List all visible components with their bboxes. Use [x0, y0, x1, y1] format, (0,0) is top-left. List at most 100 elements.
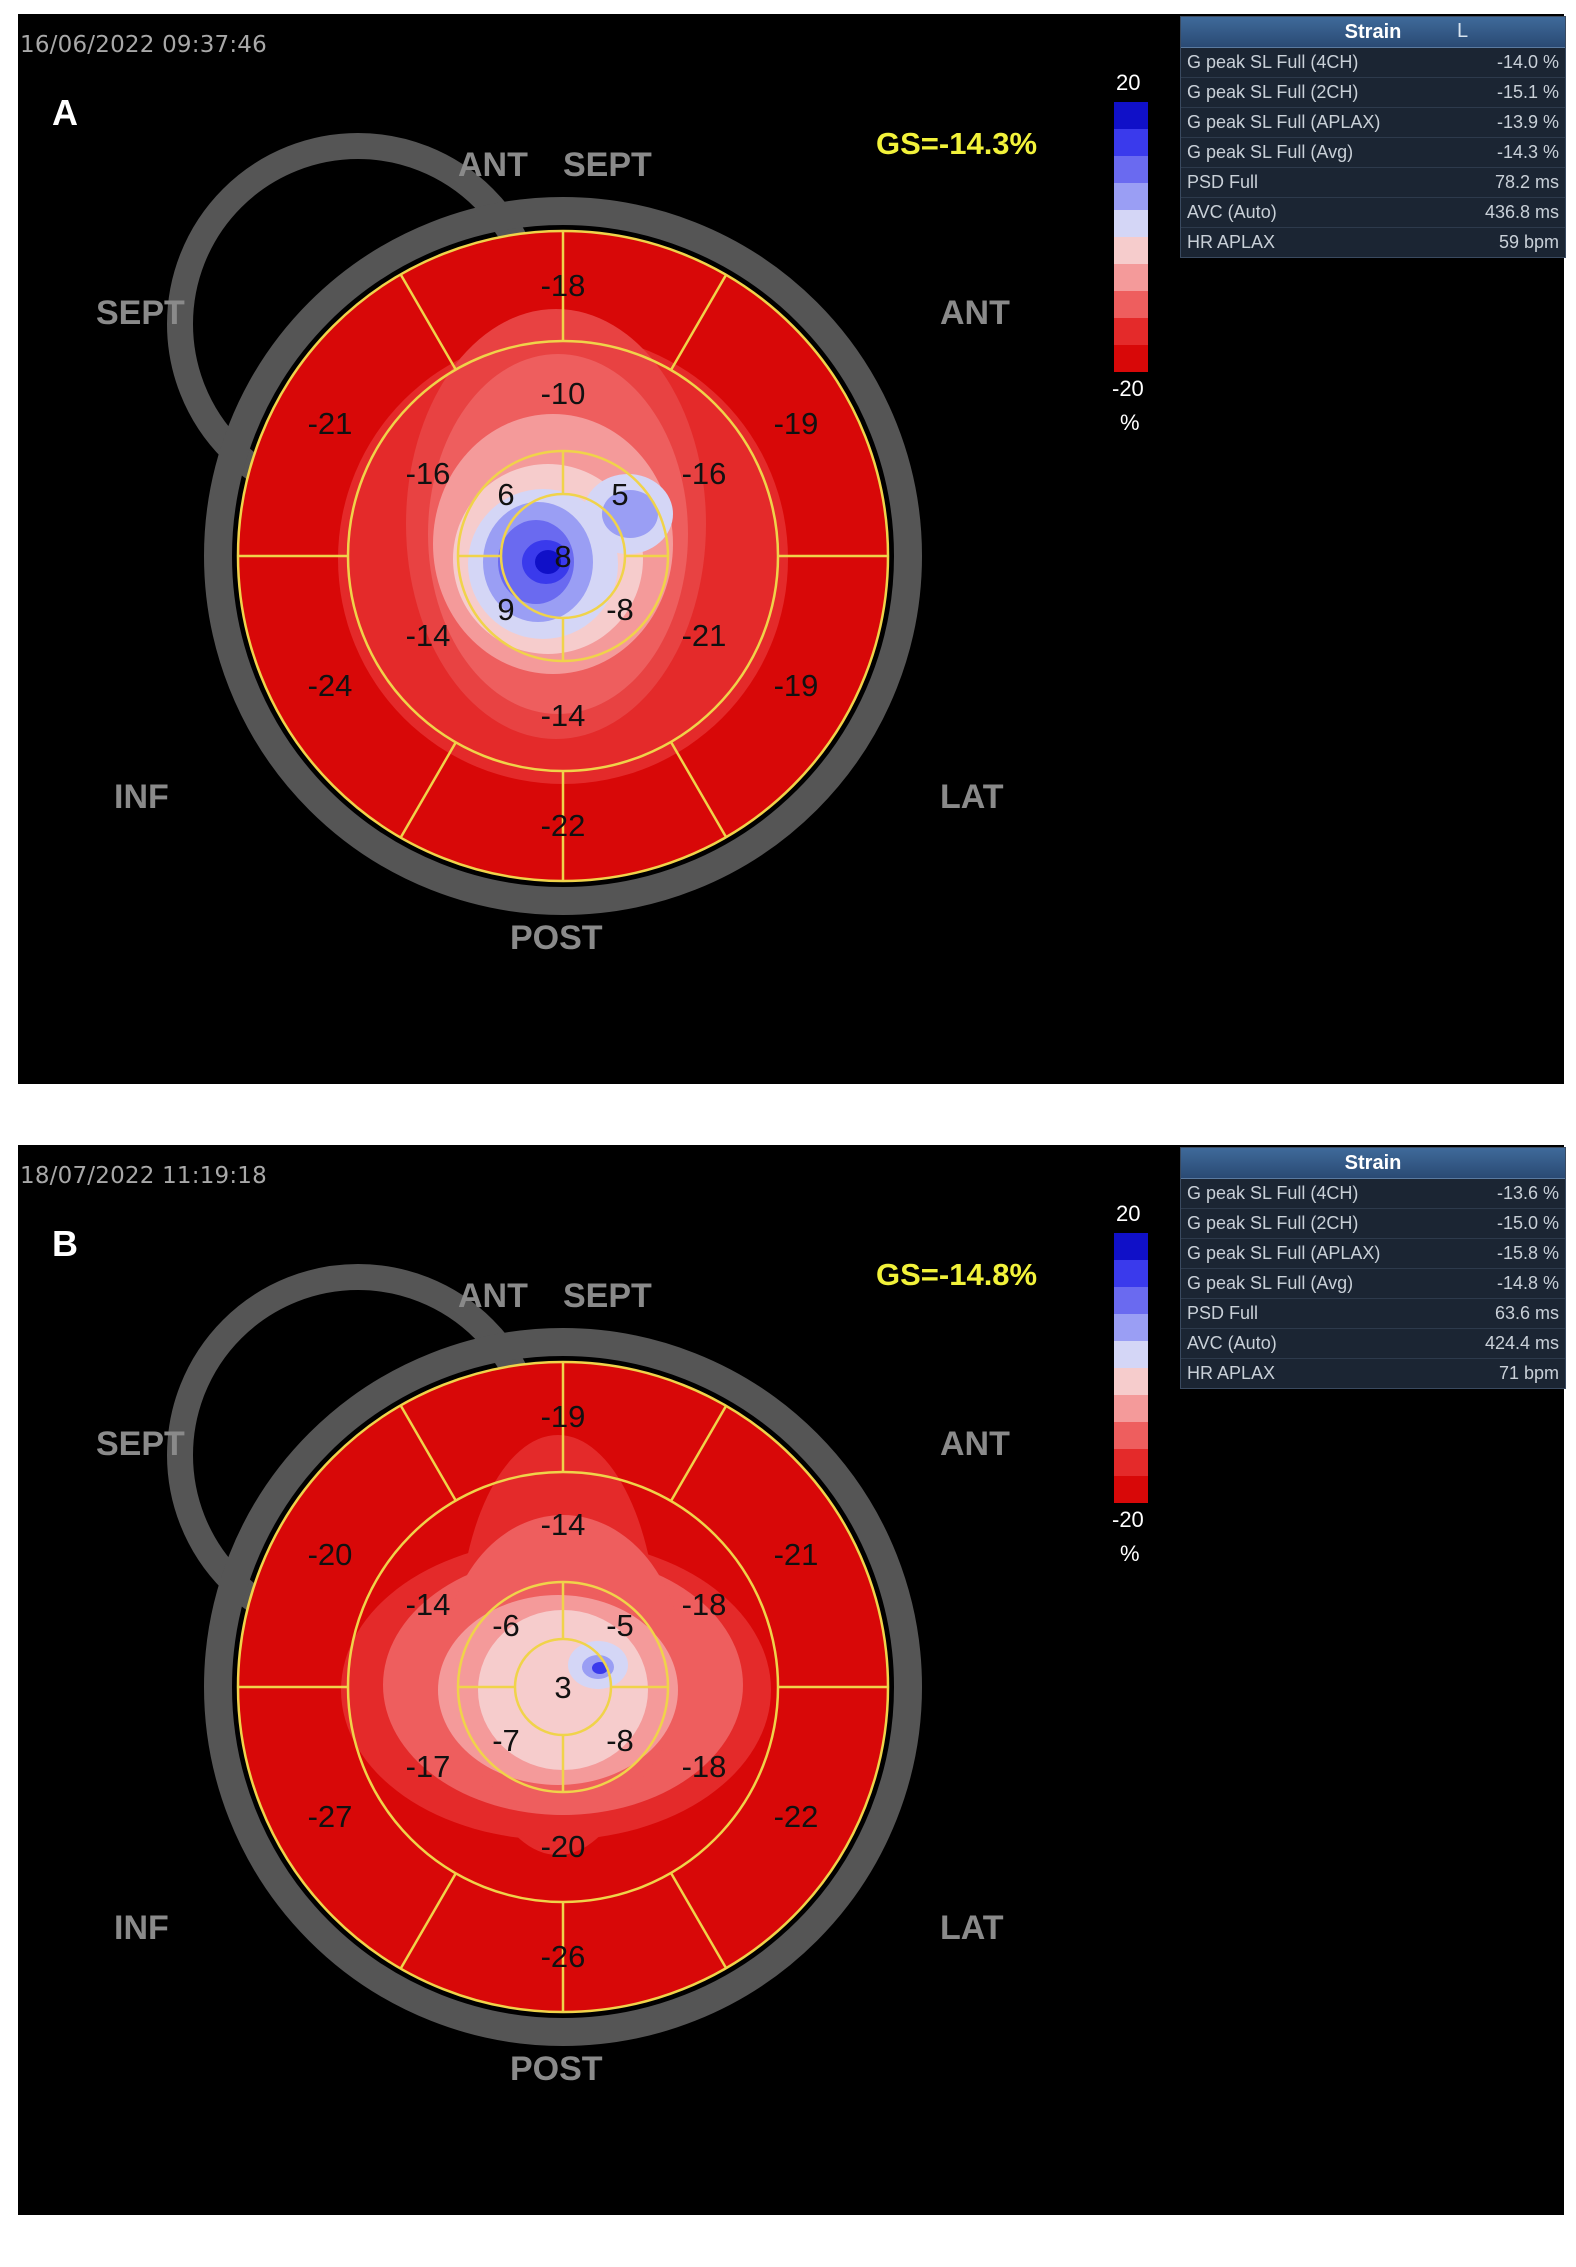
global-strain-label: GS=-14.8%: [876, 1257, 1038, 1292]
colorscale-step: [1114, 345, 1148, 372]
wall-label-ant: ANT: [458, 1277, 528, 1315]
outer-ring: [204, 197, 922, 915]
row-value: 71 bpm: [1498, 1363, 1559, 1383]
row-label: G peak SL Full (4CH): [1187, 1183, 1359, 1203]
row-value: -15.1 %: [1496, 82, 1559, 102]
strain-table-row: AVC (Auto) 424.4 ms: [1181, 1329, 1565, 1359]
apical-segment-value: -8: [606, 592, 634, 627]
wall-label-sept: SEPT: [563, 146, 652, 184]
colorscale-step: [1114, 183, 1148, 210]
colorscale-step: [1114, 1476, 1148, 1503]
basal-segment-value: -20: [308, 1537, 353, 1572]
row-label: G peak SL Full (2CH): [1187, 82, 1359, 102]
colorscale-step: [1114, 1395, 1148, 1422]
mid-segment-value: -16: [682, 456, 727, 491]
wall-label-sept: SEPT: [563, 1277, 652, 1315]
wall-label-ant: ANT: [458, 146, 528, 184]
apical-segment-value: 6: [497, 477, 514, 512]
basal-segment-value: -27: [308, 1799, 353, 1834]
timestamp: 18/07/2022 11:19:18: [20, 1163, 267, 1189]
row-label: G peak SL Full (4CH): [1187, 52, 1359, 72]
strain-table-row: G peak SL Full (4CH) -14.0 %: [1181, 48, 1565, 78]
row-label: AVC (Auto): [1187, 1333, 1277, 1353]
strain-table: Strain G peak SL Full (4CH) -13.6 % G pea…: [1180, 1147, 1566, 1389]
strain-blobs: [338, 309, 788, 784]
strain-table-row: PSD Full 78.2 ms: [1181, 168, 1565, 198]
mid-segment-value: -18: [682, 1749, 727, 1784]
colorscale-unit-label: %: [1120, 410, 1140, 435]
basal-segment-value: -19: [541, 1399, 586, 1434]
colorscale-step: [1114, 1260, 1148, 1287]
wall-label-lat: LAT: [940, 778, 1004, 816]
colorscale-bar: [1114, 102, 1148, 372]
row-label: G peak SL Full (2CH): [1187, 1213, 1359, 1233]
row-label: HR APLAX: [1187, 1363, 1276, 1383]
colorscale-step: [1114, 1449, 1148, 1476]
mid-segment-value: -17: [406, 1749, 451, 1784]
strain-table-header: Strain: [1181, 1148, 1565, 1179]
strain-table-row: G peak SL Full (APLAX) -13.9 %: [1181, 108, 1565, 138]
mid-segment-value: -14: [541, 698, 586, 733]
strain-table-row: PSD Full 63.6 ms: [1181, 1299, 1565, 1329]
mid-segment-value: -16: [406, 456, 451, 491]
bullseye-plot: ANT SEPT SEPT ANT INF LAT POST -19 -21 -…: [96, 1264, 1010, 2088]
mid-segment-value: -21: [682, 618, 727, 653]
strain-blobs: [341, 1435, 771, 1855]
global-strain-label: GS=-14.3%: [876, 126, 1038, 161]
strain-table-header: Strain L: [1181, 17, 1565, 48]
basal-segment-value: -26: [541, 1939, 586, 1974]
strain-table-row: HR APLAX 71 bpm: [1181, 1359, 1565, 1388]
colorscale-step: [1114, 156, 1148, 183]
row-label: G peak SL Full (Avg): [1187, 142, 1354, 162]
wall-label-post: POST: [510, 2050, 603, 2088]
row-label: PSD Full: [1187, 1303, 1259, 1323]
strain-table-row: G peak SL Full (2CH) -15.1 %: [1181, 78, 1565, 108]
timestamp: 16/06/2022 09:37:46: [20, 32, 267, 58]
segment-lines: [236, 1360, 890, 2014]
bullseye-panel-a: 16/06/2022 09:37:46 A GS=-14.3% 20 -20 %…: [18, 14, 1566, 1084]
strain-table-row: G peak SL Full (2CH) -15.0 %: [1181, 1209, 1565, 1239]
colorscale-step: [1114, 1341, 1148, 1368]
wall-label-lat: LAT: [940, 1909, 1004, 1947]
wall-label-ant: ANT: [940, 294, 1010, 332]
row-label: G peak SL Full (APLAX): [1187, 1243, 1381, 1263]
wall-label-sept: SEPT: [96, 294, 185, 332]
colorscale-min-label: -20: [1112, 376, 1144, 401]
colorscale-step: [1114, 102, 1148, 129]
row-label: PSD Full: [1187, 172, 1259, 192]
apical-segment-value: -6: [492, 1608, 520, 1643]
basal-segment-value: -19: [774, 668, 819, 703]
colorscale-bar: [1114, 1233, 1148, 1503]
row-value: -14.8 %: [1496, 1273, 1559, 1293]
bullseye-plot: ANT SEPT SEPT ANT INF LAT POST -18 -19 -…: [96, 133, 1010, 957]
row-value: 63.6 ms: [1494, 1303, 1559, 1323]
wall-label-inf: INF: [114, 1909, 169, 1947]
panel-letter: A: [52, 92, 78, 133]
colorscale-step: [1114, 264, 1148, 291]
row-value: -13.9 %: [1496, 112, 1559, 132]
wall-label-ant: ANT: [940, 1425, 1010, 1463]
colorscale-step: [1114, 1368, 1148, 1395]
colorscale-max-label: 20: [1116, 1201, 1141, 1226]
apical-segment-value: 5: [611, 477, 628, 512]
row-value: -14.3 %: [1496, 142, 1559, 162]
colorscale-step: [1114, 1233, 1148, 1260]
colorscale-min-label: -20: [1112, 1507, 1144, 1532]
mid-segment-value: -20: [541, 1829, 586, 1864]
basal-segment-value: -22: [774, 1799, 819, 1834]
strain-table-row: G peak SL Full (4CH) -13.6 %: [1181, 1179, 1565, 1209]
row-value: -14.0 %: [1496, 52, 1559, 72]
colorscale-step: [1114, 318, 1148, 345]
row-value: -15.0 %: [1496, 1213, 1559, 1233]
apex-segment-value: 3: [554, 1670, 571, 1705]
colorscale-step: [1114, 129, 1148, 156]
wall-label-post: POST: [510, 919, 603, 957]
apex-segment-value: 8: [554, 539, 571, 574]
apical-segment-value: 9: [497, 592, 514, 627]
basal-segment-value: -21: [774, 1537, 819, 1572]
apical-segment-value: -7: [492, 1723, 520, 1758]
row-value: 424.4 ms: [1484, 1333, 1559, 1353]
strain-table-row: HR APLAX 59 bpm: [1181, 228, 1565, 257]
apical-segment-value: -8: [606, 1723, 634, 1758]
wall-label-inf: INF: [114, 778, 169, 816]
